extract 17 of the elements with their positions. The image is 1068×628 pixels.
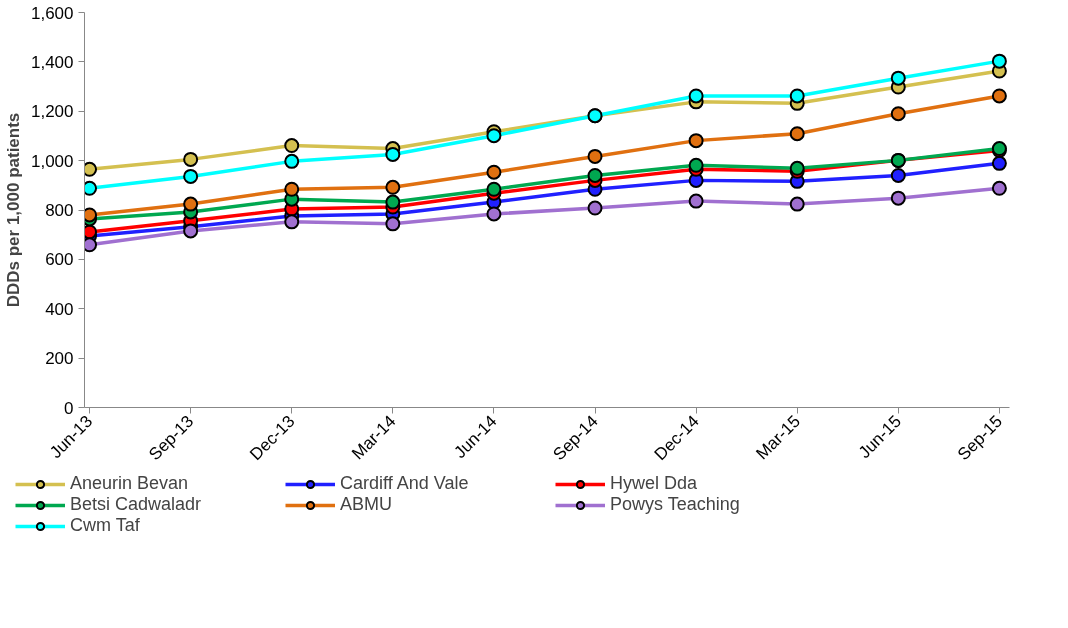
legend-label: Aneurin Bevan: [70, 473, 190, 494]
legend-label: ABMU: [340, 494, 393, 515]
y-tick-label: 1,400: [30, 52, 74, 72]
y-tick-label: 1,000: [30, 151, 74, 171]
y-tick-label: 1,200: [30, 102, 74, 122]
y-tick-label: 1,600: [30, 3, 74, 23]
legend-label: Betsi Cadwaladr: [70, 494, 203, 515]
y-tick-label: 200: [45, 349, 74, 369]
legend-label: Hywel Dda: [610, 473, 699, 494]
legend-label: Cardiff And Vale: [340, 473, 470, 494]
y-tick-label: 0: [64, 398, 74, 418]
legend-label: Cwm Taf: [70, 515, 141, 536]
y-axis-title: DDDs per 1,000 patients: [3, 112, 23, 308]
y-tick-label: 400: [45, 299, 74, 319]
y-tick-label: 600: [45, 250, 74, 270]
y-tick-label: 800: [45, 201, 74, 220]
legend-label: Powys Teaching: [610, 494, 741, 515]
